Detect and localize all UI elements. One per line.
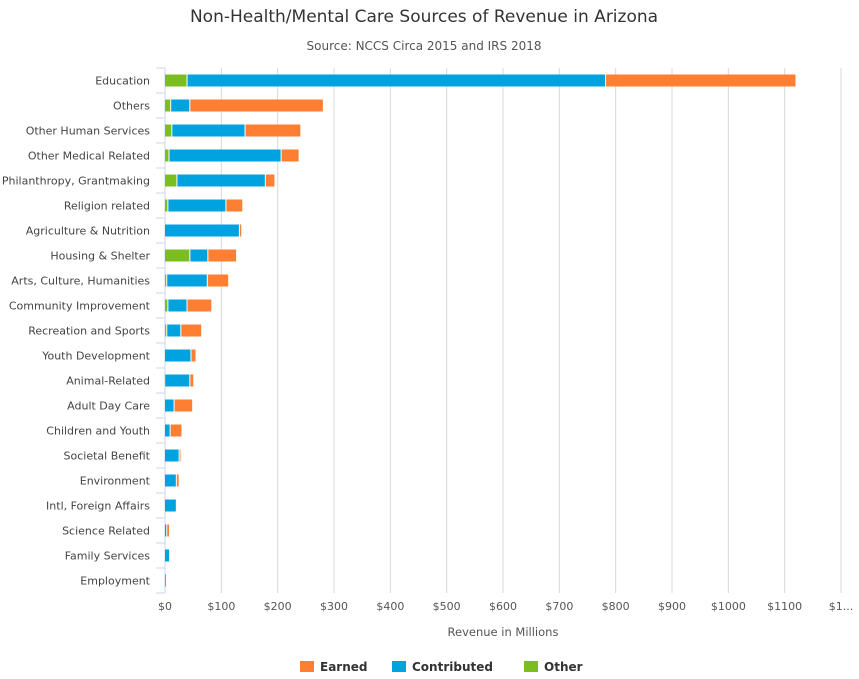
bar-contributed: [171, 99, 190, 112]
category-label: Other Human Services: [26, 125, 151, 138]
category-label: Youth Development: [41, 350, 150, 363]
bar-contributed: [165, 574, 166, 587]
bar-other: [165, 174, 177, 187]
bar-contributed: [165, 449, 179, 462]
bar-other: [165, 149, 169, 162]
bar-earned: [176, 474, 179, 487]
bar-contributed: [169, 149, 281, 162]
bar-earned: [191, 349, 196, 362]
category-label: Others: [113, 100, 150, 113]
bar-contributed: [190, 249, 208, 262]
bar-contributed: [165, 499, 176, 512]
bar-earned: [170, 424, 182, 437]
chart-title: Non-Health/Mental Care Sources of Revenu…: [190, 7, 658, 27]
bar-contributed: [165, 474, 176, 487]
bar-contributed: [165, 349, 191, 362]
bar-other: [165, 324, 167, 337]
chart-subtitle: Source: NCCS Circa 2015 and IRS 2018: [307, 39, 542, 53]
category-label: Arts, Culture, Humanities: [11, 275, 150, 288]
bar-other: [165, 199, 168, 212]
x-tick-label: $700: [545, 600, 573, 613]
legend-swatch-earned: [300, 661, 314, 672]
category-label: Recreation and Sports: [28, 325, 150, 338]
bar-contributed: [168, 199, 226, 212]
category-label: Housing & Shelter: [50, 250, 150, 263]
bar-other: [165, 124, 172, 137]
bar-earned: [179, 449, 181, 462]
legend-item-earned[interactable]: Earned: [320, 660, 367, 674]
bar-contributed: [165, 399, 174, 412]
x-tick-label: $1...: [829, 600, 854, 613]
x-axis-title: Revenue in Millions: [448, 625, 559, 639]
bar-earned: [239, 224, 242, 237]
bar-earned: [190, 99, 323, 112]
bar-contributed: [165, 524, 167, 537]
bar-earned: [190, 374, 194, 387]
bar-other: [165, 299, 168, 312]
x-tick-label: $600: [489, 600, 517, 613]
legend-swatch-other: [524, 661, 538, 672]
bar-earned: [245, 124, 301, 137]
category-label: Animal-Related: [66, 375, 150, 388]
bar-contributed: [167, 274, 207, 287]
bar-contributed: [165, 549, 170, 562]
bar-earned: [606, 74, 796, 87]
bar-other: [165, 99, 171, 112]
legend-item-contributed[interactable]: Contributed: [412, 660, 493, 674]
category-label: Intl, Foreign Affairs: [46, 500, 150, 513]
category-label: Children and Youth: [46, 425, 150, 438]
bar-contributed: [172, 124, 245, 137]
bar-earned: [281, 149, 299, 162]
bar-other: [165, 274, 167, 287]
x-tick-label: $1000: [711, 600, 746, 613]
category-label: Adult Day Care: [67, 400, 150, 413]
category-label: Environment: [80, 475, 151, 488]
bar-earned: [226, 199, 243, 212]
category-label: Community Improvement: [9, 300, 151, 313]
legend-swatch-contributed: [392, 661, 406, 672]
category-label: Other Medical Related: [28, 150, 150, 163]
bar-contributed: [165, 224, 239, 237]
bar-earned: [265, 174, 275, 187]
bar-contributed: [165, 424, 170, 437]
bar-earned: [181, 324, 202, 337]
bar-earned: [174, 399, 193, 412]
bar-earned: [167, 524, 170, 537]
bar-earned: [207, 274, 229, 287]
x-tick-label: $0: [158, 600, 172, 613]
x-tick-label: $800: [602, 600, 630, 613]
bar-contributed: [165, 374, 190, 387]
bar-other: [165, 374, 166, 387]
category-label: Education: [95, 75, 150, 88]
x-tick-label: $100: [207, 600, 235, 613]
category-label: Family Services: [65, 550, 151, 563]
bar-contributed: [177, 174, 265, 187]
bar-other: [165, 74, 187, 87]
x-tick-label: $200: [264, 600, 292, 613]
bar-earned: [187, 299, 212, 312]
category-label: Societal Benefit: [64, 450, 151, 463]
x-tick-label: $500: [433, 600, 461, 613]
category-label: Agriculture & Nutrition: [26, 225, 150, 238]
x-tick-label: $300: [320, 600, 348, 613]
bar-contributed: [168, 299, 187, 312]
legend-item-other[interactable]: Other: [544, 660, 583, 674]
bar-other: [165, 249, 190, 262]
category-label: Religion related: [64, 200, 150, 213]
bar-contributed: [167, 324, 181, 337]
category-label: Science Related: [62, 525, 150, 538]
category-label: Employment: [80, 575, 150, 588]
x-tick-label: $1100: [767, 600, 802, 613]
bar-earned: [208, 249, 237, 262]
category-label: Philanthropy, Grantmaking: [2, 175, 150, 188]
x-tick-label: $400: [376, 600, 404, 613]
x-tick-label: $900: [658, 600, 686, 613]
bar-contributed: [187, 74, 606, 87]
